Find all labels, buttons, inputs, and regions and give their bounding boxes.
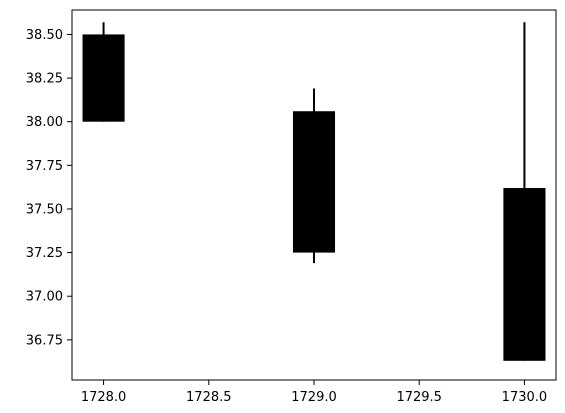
x-tick-label: 1730.0 (502, 390, 548, 405)
x-tick-label: 1729.0 (291, 390, 337, 405)
x-axis: 1728.0 1728.5 1729.0 1729.5 1730.0 (81, 380, 547, 405)
y-tick-label: 37.75 (26, 159, 63, 174)
y-tick-label: 37.00 (26, 290, 63, 305)
candles-group (82, 22, 546, 361)
y-axis: 36.75 37.00 37.25 37.50 37.75 38.00 38.25 38.50 (26, 28, 72, 348)
y-tick-label: 36.75 (26, 333, 63, 348)
x-tick-label: 1728.5 (186, 390, 232, 405)
y-tick-label: 38.25 (26, 72, 63, 87)
x-tick-label: 1728.0 (81, 390, 127, 405)
y-tick-label: 37.25 (26, 246, 63, 261)
plot-frame (71, 9, 557, 381)
candle-body-3 (503, 188, 546, 361)
candle-body-1 (82, 34, 125, 122)
y-tick-label: 37.50 (26, 202, 63, 217)
candle-body-2 (292, 111, 336, 253)
y-tick-label: 38.50 (26, 28, 63, 43)
x-tick-label: 1729.5 (396, 390, 442, 405)
y-tick-label: 38.00 (26, 115, 63, 130)
